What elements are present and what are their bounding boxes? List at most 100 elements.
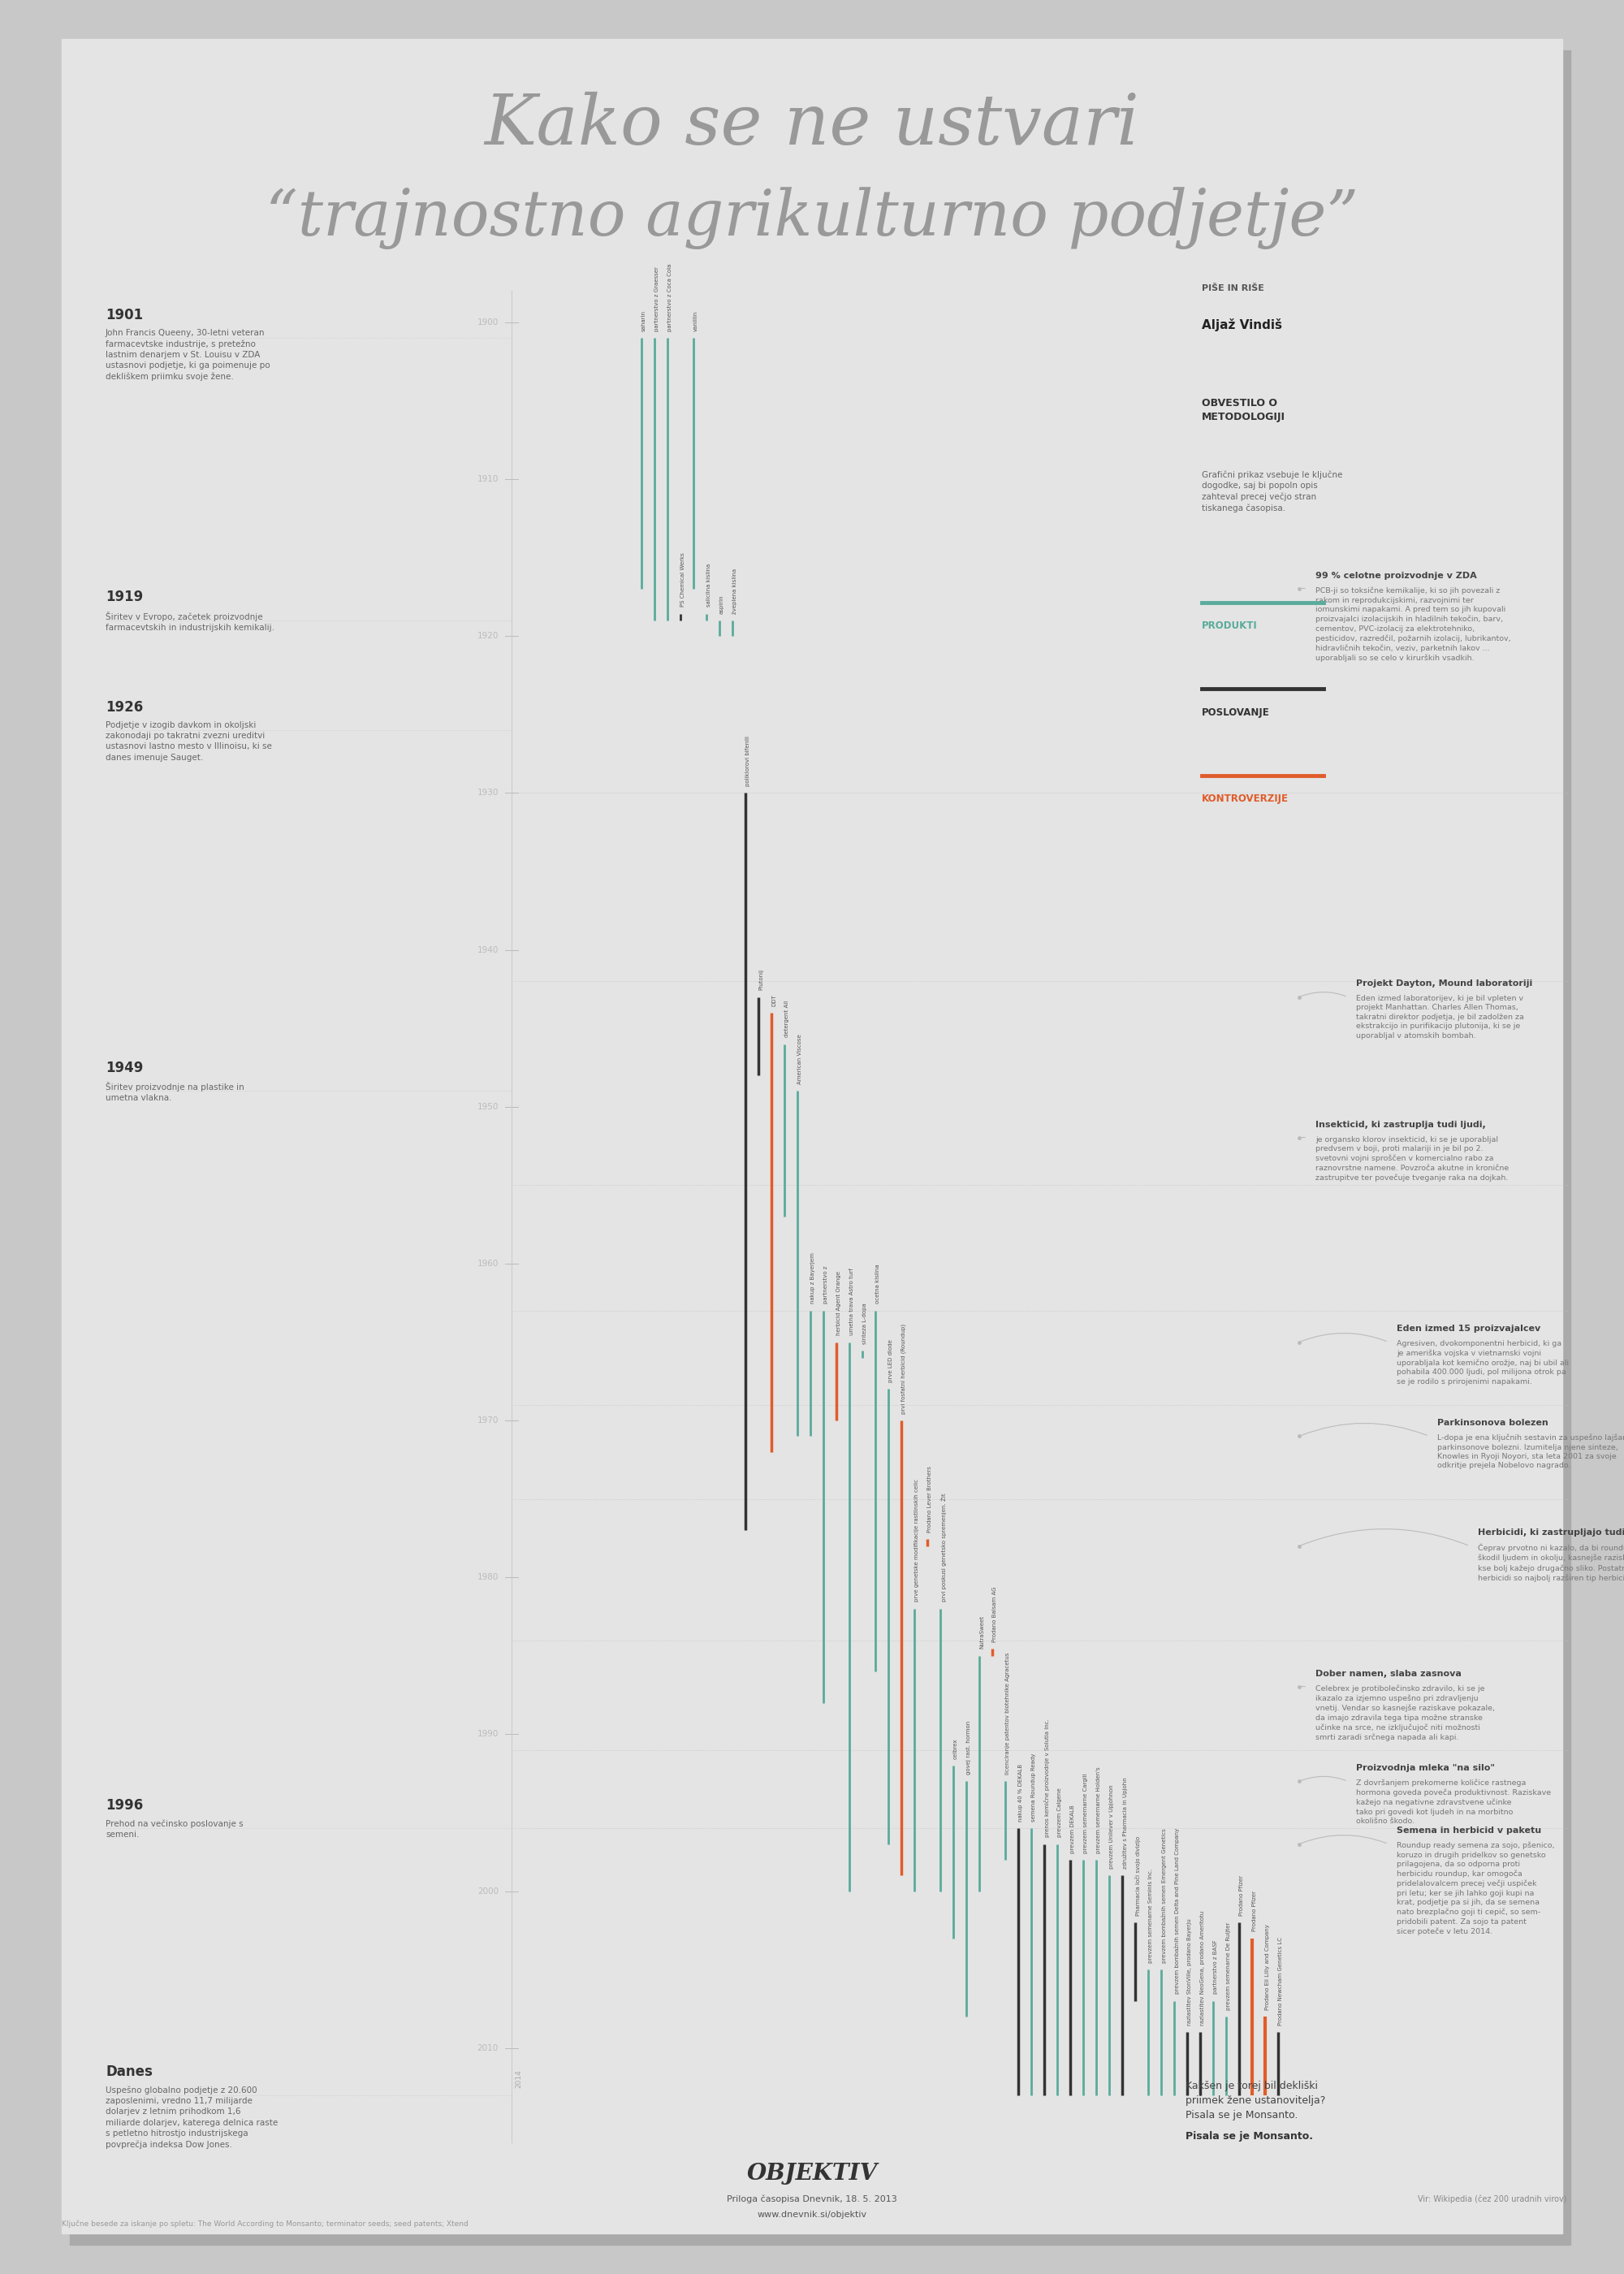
Text: 2010: 2010 (477, 2044, 499, 2051)
Text: Širitev proizvodnje na plastike in
umetna vlakna.: Širitev proizvodnje na plastike in umetn… (106, 1082, 244, 1103)
Text: DDT: DDT (771, 994, 776, 1005)
Text: 2000: 2000 (477, 1887, 499, 1894)
Text: 1990: 1990 (477, 1731, 499, 1737)
Text: partnerstvo z Coca Cola: partnerstvo z Coca Cola (667, 264, 672, 332)
Text: Prodano Eli Lilly and Company: Prodano Eli Lilly and Company (1265, 1924, 1270, 2010)
Text: Herbicidi, ki zastrupljajo tudi ljudi: Herbicidi, ki zastrupljajo tudi ljudi (1478, 1528, 1624, 1537)
Text: razlastitev StonVille, prodano Bayerju: razlastitev StonVille, prodano Bayerju (1187, 1919, 1192, 2026)
Text: American Viscose: American Viscose (797, 1035, 802, 1085)
Text: prevzem bombažnih semen Emergent Genetics: prevzem bombažnih semen Emergent Genetic… (1161, 1828, 1166, 1962)
Text: je organsko klorov insekticid, ki se je uporabljal
predvsem v boji, proti malari: je organsko klorov insekticid, ki se je … (1315, 1137, 1509, 1182)
Text: “trajnostno agrikulturno podjetje”: “trajnostno agrikulturno podjetje” (265, 186, 1359, 250)
Text: Eden izmed laboratorijev, ki je bil vpleten v
projekt Manhattan. Charles Allen T: Eden izmed laboratorijev, ki je bil vple… (1356, 994, 1523, 1039)
Text: licenciranje patentov biotehnike Agracetus: licenciranje patentov biotehnike Agracet… (1005, 1653, 1010, 1774)
Text: prve LED diode: prve LED diode (888, 1339, 893, 1383)
Text: prvi fosfatni herbicid (Roundup): prvi fosfatni herbicid (Roundup) (901, 1323, 906, 1414)
Text: Dober namen, slaba zasnova: Dober namen, slaba zasnova (1315, 1669, 1462, 1678)
Text: 1960: 1960 (477, 1260, 499, 1267)
Text: 1980: 1980 (477, 1574, 499, 1580)
Text: razlastitev NeoGena, prodano Ameritotu: razlastitev NeoGena, prodano Ameritotu (1200, 1910, 1205, 2026)
Text: PS Chemical Werks: PS Chemical Werks (680, 553, 685, 607)
Text: Kakšen je torej bil dekliški
priimek žene ustanovitelja?
Pisala se je Monsanto.: Kakšen je torej bil dekliški priimek žen… (1186, 2081, 1325, 2119)
Text: 1950: 1950 (477, 1103, 499, 1110)
Text: 1919: 1919 (106, 589, 143, 605)
Text: govej rast. hormon: govej rast. hormon (966, 1721, 971, 1774)
Text: OBJEKTIV: OBJEKTIV (747, 2163, 877, 2185)
Text: prenos kemične proizvodnje v Solutia Inc.: prenos kemične proizvodnje v Solutia Inc… (1044, 1719, 1049, 1837)
Text: saharin: saharin (641, 309, 646, 332)
Text: Uspešno globalno podjetje z 20.600
zaposlenimi, vredno 11,7 milijarde
dolarjev z: Uspešno globalno podjetje z 20.600 zapos… (106, 2085, 278, 2149)
Text: PCB-ji so toksične kemikalije, ki so jih povezali z
rakom in reprodukcijskimi, r: PCB-ji so toksične kemikalije, ki so jih… (1315, 587, 1510, 662)
Text: Prodano Pfizer: Prodano Pfizer (1252, 1890, 1257, 1931)
Text: združitev s Pharmacia in Upjohn: združitev s Pharmacia in Upjohn (1122, 1776, 1127, 1869)
Text: 1949: 1949 (106, 1060, 143, 1076)
Text: 1910: 1910 (477, 475, 499, 484)
Text: www.dnevnik.si/objektiv: www.dnevnik.si/objektiv (757, 2210, 867, 2219)
Text: Insekticid, ki zastruplja tudi ljudi,: Insekticid, ki zastruplja tudi ljudi, (1315, 1121, 1486, 1130)
Text: salicilna kislina: salicilna kislina (706, 564, 711, 607)
Text: Pisala se je Monsanto.: Pisala se je Monsanto. (1186, 2131, 1312, 2142)
Text: 1996: 1996 (106, 1799, 143, 1812)
Text: Proizvodnja mleka "na silo": Proizvodnja mleka "na silo" (1356, 1765, 1496, 1771)
Text: NutraSweet: NutraSweet (979, 1617, 984, 1649)
Text: Prehod na večinsko poslovanje s
semeni.: Prehod na večinsko poslovanje s semeni. (106, 1819, 244, 1837)
Text: Celebrex je protibolečinsko zdravilo, ki se je
ikazalo za izjemno uspešno pri zd: Celebrex je protibolečinsko zdravilo, ki… (1315, 1685, 1494, 1742)
Text: 99 % celotne proizvodnje v ZDA: 99 % celotne proizvodnje v ZDA (1315, 571, 1476, 580)
Text: prevzem semernarne Holden's: prevzem semernarne Holden's (1096, 1767, 1101, 1853)
Text: partnerstvo z Graesser: partnerstvo z Graesser (654, 266, 659, 332)
Text: Roundup ready semena za sojo, pšenico,
koruzo in drugih pridelkov so genetsko
pr: Roundup ready semena za sojo, pšenico, k… (1397, 1842, 1554, 1935)
Text: Prodano Lever Brothers: Prodano Lever Brothers (927, 1467, 932, 1533)
Text: celbrex: celbrex (953, 1737, 958, 1758)
Text: 1926: 1926 (106, 700, 143, 714)
Text: 1900: 1900 (477, 318, 499, 327)
Text: 1940: 1940 (477, 946, 499, 955)
Text: Prodano Pfizer: Prodano Pfizer (1239, 1876, 1244, 1915)
Text: Plutonij: Plutonij (758, 969, 763, 989)
Text: Aljaž Vindiš: Aljaž Vindiš (1202, 318, 1283, 332)
Text: John Francis Queeny, 30-letni veteran
farmacevtske industrije, s pretežno
lastni: John Francis Queeny, 30-letni veteran fa… (106, 330, 270, 382)
Text: nakup z Bayerjem: nakup z Bayerjem (810, 1253, 815, 1303)
Text: poliklorovi bifenili: poliklorovi bifenili (745, 737, 750, 787)
Text: prevzem semernarne Cargill: prevzem semernarne Cargill (1083, 1774, 1088, 1853)
Text: Pharmacia loči svojo divizijo: Pharmacia loči svojo divizijo (1135, 1835, 1142, 1915)
Text: partnerstvo z: partnerstvo z (823, 1267, 828, 1303)
Text: semena Roundup Ready: semena Roundup Ready (1031, 1753, 1036, 1821)
Text: POSLOVANJE: POSLOVANJE (1202, 707, 1270, 719)
Text: nakup 40 % DEKALB: nakup 40 % DEKALB (1018, 1765, 1023, 1821)
Text: vanillin: vanillin (693, 312, 698, 332)
Text: 1920: 1920 (477, 632, 499, 641)
Text: Podjetje v izogib davkom in okoljski
zakonodaji po takratni zvezni ureditvi
usta: Podjetje v izogib davkom in okoljski zak… (106, 721, 271, 762)
Text: prvi poskusi genetsko spremenjen. Žit: prvi poskusi genetsko spremenjen. Žit (940, 1494, 947, 1601)
Text: umetna trava Astro turf: umetna trava Astro turf (849, 1269, 854, 1335)
Text: žveplena kislina: žveplena kislina (732, 568, 737, 614)
Text: Priloga časopisa Dnevnik, 18. 5. 2013: Priloga časopisa Dnevnik, 18. 5. 2013 (728, 2194, 896, 2204)
Text: herbicid Agent Orange: herbicid Agent Orange (836, 1271, 841, 1335)
Text: Čeprav prvotno ni kazalo, da bi roundup
škodil ljudem in okolju, kasnejše razisk: Čeprav prvotno ni kazalo, da bi roundup … (1478, 1544, 1624, 1583)
Text: prevzem DEKALB: prevzem DEKALB (1070, 1803, 1075, 1853)
Text: Prodano Balsam AG: Prodano Balsam AG (992, 1587, 997, 1642)
Text: OBVESTILO O
METODOLOGIJI: OBVESTILO O METODOLOGIJI (1202, 398, 1286, 423)
Text: sinteza L-dopa: sinteza L-dopa (862, 1303, 867, 1344)
Text: Danes: Danes (106, 2065, 153, 2078)
Text: Vir: Wikipedia (čez 200 uradnih virov): Vir: Wikipedia (čez 200 uradnih virov) (1418, 2194, 1567, 2204)
Text: Z dovršanjem prekomerne količice rastnega
hormona goveda poveča produktivnost. R: Z dovršanjem prekomerne količice rastneg… (1356, 1778, 1551, 1826)
Text: Agresiven, dvokomponentni herbicid, ki ga
je ameriška vojska v vietnamski vojni
: Agresiven, dvokomponentni herbicid, ki g… (1397, 1339, 1569, 1385)
Text: ocetna kislina: ocetna kislina (875, 1264, 880, 1303)
Text: prevzem semenarne Seminis Inc.: prevzem semenarne Seminis Inc. (1148, 1869, 1153, 1962)
Text: 1901: 1901 (106, 307, 143, 323)
Text: prevzem Unilever v Upjohnon: prevzem Unilever v Upjohnon (1109, 1785, 1114, 1869)
Text: prevzem Calgene: prevzem Calgene (1057, 1787, 1062, 1837)
Text: PIŠE IN RIŠE: PIŠE IN RIŠE (1202, 284, 1263, 293)
Text: partnerstvo z BASF: partnerstvo z BASF (1213, 1940, 1218, 1994)
Text: Kako se ne ustvari: Kako se ne ustvari (484, 91, 1140, 159)
Text: Parkinsonova bolezen: Parkinsonova bolezen (1437, 1419, 1548, 1428)
Text: PRODUKTI: PRODUKTI (1202, 621, 1257, 632)
Text: prve genetske modifikacije rastlinskih celic: prve genetske modifikacije rastlinskih c… (914, 1480, 919, 1601)
Text: 2014: 2014 (515, 2069, 523, 2088)
Text: L-dopa je ena ključnih sestavin za uspešno lajšanje
parkinsonove bolezni. Izumit: L-dopa je ena ključnih sestavin za uspeš… (1437, 1435, 1624, 1469)
Text: Grafični prikaz vsebuje le ključne
dogodke, saj bi popoln opis
zahteval precej v: Grafični prikaz vsebuje le ključne dogod… (1202, 471, 1343, 512)
Text: detergent All: detergent All (784, 1001, 789, 1037)
Text: prevzem bombažnih semen Delta and Pine Land Company: prevzem bombažnih semen Delta and Pine L… (1174, 1828, 1179, 1994)
Text: aspirin: aspirin (719, 594, 724, 614)
Text: 1930: 1930 (477, 789, 499, 798)
